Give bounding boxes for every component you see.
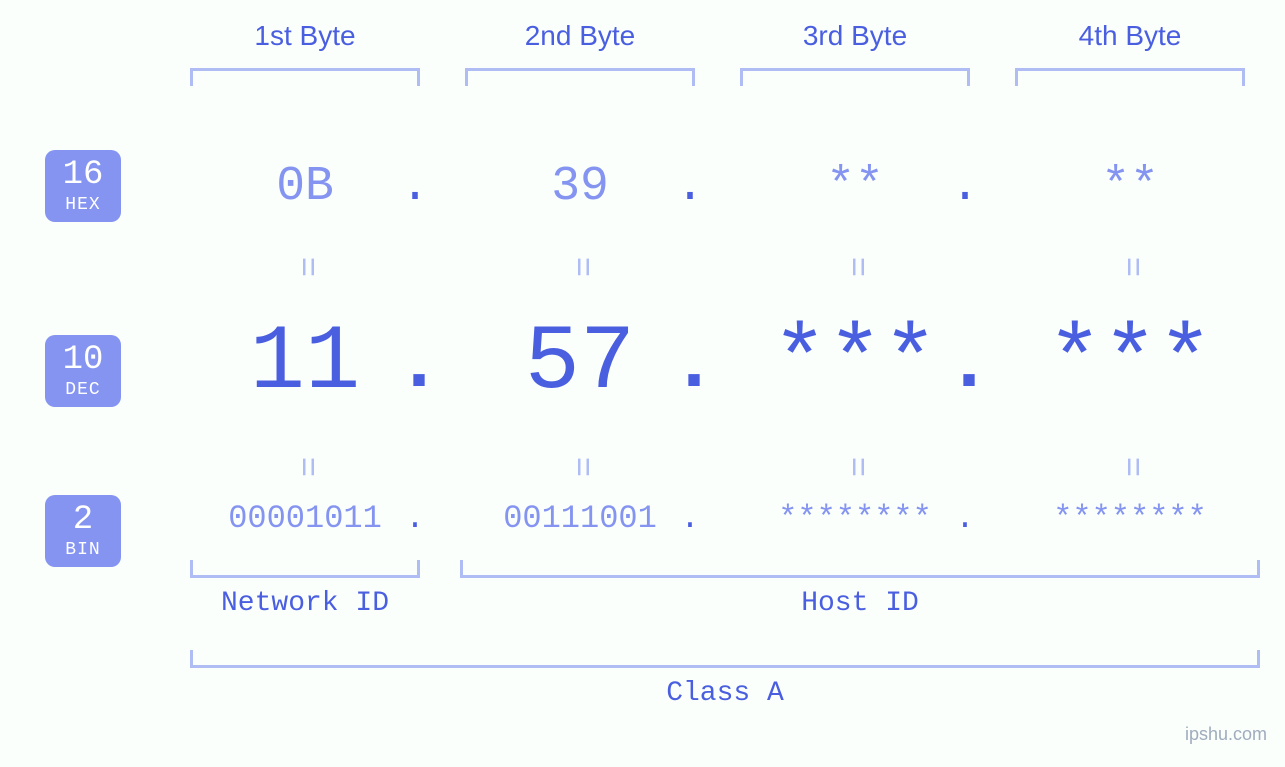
network-bracket (190, 560, 420, 578)
top-bracket-2 (465, 68, 695, 86)
eq-2-3: = (836, 457, 874, 477)
bin-byte-2: 00111001 (503, 500, 657, 537)
eq-2-1: = (286, 457, 324, 477)
eq-1-2: = (561, 257, 599, 277)
dec-byte-4: *** (1047, 310, 1213, 415)
hex-dot-2: . (676, 160, 705, 214)
hex-dot-1: . (401, 160, 430, 214)
badge-bin: 2 BIN (45, 495, 121, 567)
hex-byte-1: 0B (276, 160, 334, 214)
dec-byte-1: 11 (250, 310, 360, 415)
class-bracket (190, 650, 1260, 668)
byte-header-2: 2nd Byte (445, 20, 715, 52)
badge-hex-base: 16 (63, 158, 104, 192)
bin-byte-3: ******** (778, 500, 932, 537)
bin-byte-4: ******** (1053, 500, 1207, 537)
host-bracket (460, 560, 1260, 578)
eq-1-1: = (286, 257, 324, 277)
dec-byte-3: *** (772, 310, 938, 415)
byte-header-3: 3rd Byte (720, 20, 990, 52)
watermark: ipshu.com (1185, 724, 1267, 745)
dec-dot-3: . (945, 320, 993, 411)
bin-dot-2: . (680, 500, 699, 537)
byte-header-1: 1st Byte (170, 20, 440, 52)
bin-dot-1: . (405, 500, 424, 537)
badge-hex: 16 HEX (45, 150, 121, 222)
eq-1-3: = (836, 257, 874, 277)
badge-bin-base: 2 (73, 503, 93, 537)
top-bracket-4 (1015, 68, 1245, 86)
hex-byte-4: ** (1101, 160, 1159, 214)
class-label: Class A (190, 678, 1260, 709)
network-id-label: Network ID (190, 588, 420, 619)
dec-byte-2: 57 (525, 310, 635, 415)
host-id-label: Host ID (460, 588, 1260, 619)
bin-byte-1: 00001011 (228, 500, 382, 537)
eq-1-4: = (1111, 257, 1149, 277)
hex-dot-3: . (951, 160, 980, 214)
hex-byte-3: ** (826, 160, 884, 214)
dec-dot-1: . (395, 320, 443, 411)
badge-dec-label: DEC (65, 381, 100, 399)
byte-header-4: 4th Byte (995, 20, 1265, 52)
top-bracket-1 (190, 68, 420, 86)
eq-2-2: = (561, 457, 599, 477)
badge-dec: 10 DEC (45, 335, 121, 407)
badge-dec-base: 10 (63, 343, 104, 377)
badge-bin-label: BIN (65, 541, 100, 559)
hex-byte-2: 39 (551, 160, 609, 214)
eq-2-4: = (1111, 457, 1149, 477)
bin-dot-3: . (955, 500, 974, 537)
top-bracket-3 (740, 68, 970, 86)
dec-dot-2: . (670, 320, 718, 411)
badge-hex-label: HEX (65, 196, 100, 214)
